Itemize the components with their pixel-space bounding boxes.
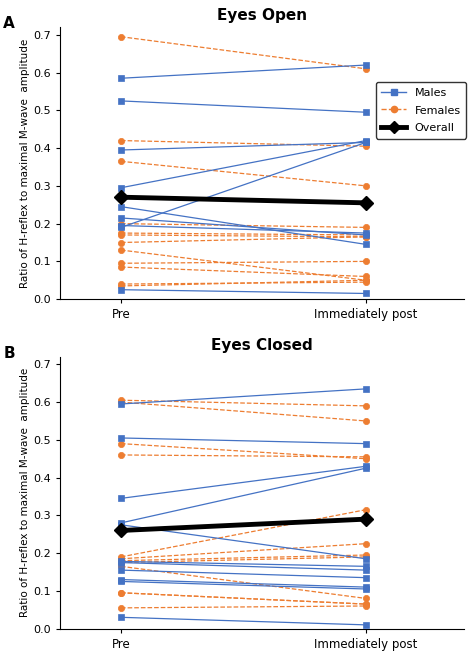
Text: A: A [3,16,15,32]
Legend: Males, Females, Overall: Males, Females, Overall [376,82,466,138]
Y-axis label: Ratio of H-reflex to maximal M-wave  amplitude: Ratio of H-reflex to maximal M-wave ampl… [20,368,30,617]
Y-axis label: Ratio of H-reflex to maximal M-wave  amplitude: Ratio of H-reflex to maximal M-wave ampl… [20,39,30,288]
Title: Eyes Closed: Eyes Closed [211,338,313,353]
Title: Eyes Open: Eyes Open [217,9,307,23]
Text: B: B [3,346,15,361]
